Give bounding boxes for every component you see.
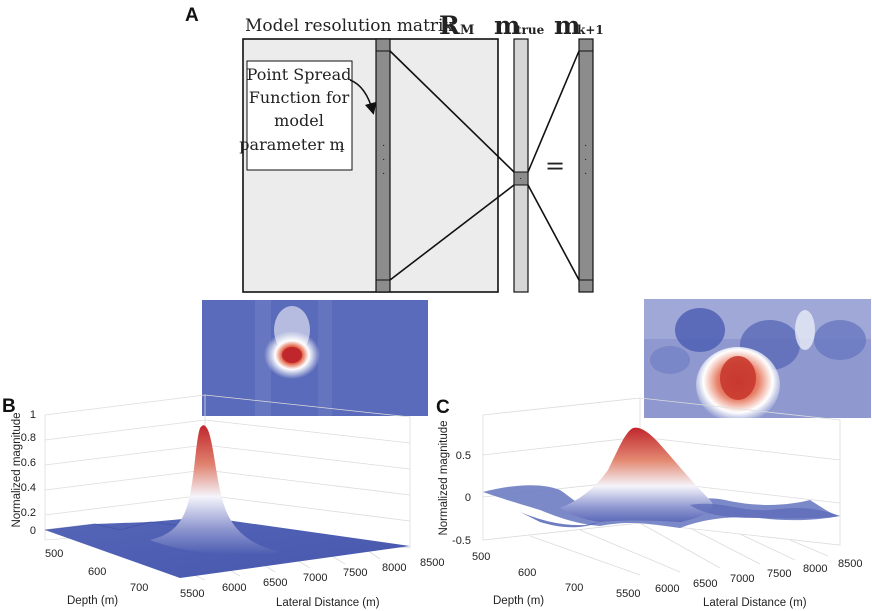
panel-a-letter: A <box>185 5 199 26</box>
rm-subscript: M <box>460 23 474 38</box>
panel-c-xlabel: Lateral Distance (m) <box>703 597 807 609</box>
svg-text:1: 1 <box>30 409 36 421</box>
svg-text:7000: 7000 <box>303 572 327 584</box>
svg-text:5500: 5500 <box>180 588 204 600</box>
svg-text:700: 700 <box>130 582 148 594</box>
psf-line-1: Point Spread <box>247 65 352 84</box>
panel-c-ylabel: Depth (m) <box>493 595 544 607</box>
svg-text:0.6: 0.6 <box>21 457 36 469</box>
psf-line-3: model <box>274 111 324 130</box>
svg-text:700: 700 <box>565 582 583 594</box>
rm-title-prefix: Model resolution matrix <box>245 16 453 36</box>
panel-c-inset-image <box>644 299 871 423</box>
projection-lines <box>389 50 580 281</box>
m-true-element <box>513 171 529 186</box>
psf-label-box <box>246 60 353 171</box>
panel-c: C <box>436 299 871 609</box>
svg-text:·: · <box>519 173 522 183</box>
svg-text:600: 600 <box>88 566 106 578</box>
panel-c-zlabel: Normalized magnitude <box>438 420 450 535</box>
panel-b-xlabel: Lateral Distance (m) <box>276 597 380 609</box>
svg-text:·: · <box>382 168 385 179</box>
m-true-vector <box>513 38 529 293</box>
panel-b-surface-peak <box>150 425 280 556</box>
svg-text:8000: 8000 <box>803 563 827 575</box>
svg-text:0: 0 <box>465 492 471 504</box>
rm-symbol: R <box>439 11 460 40</box>
m-true-subscript: true <box>516 23 545 37</box>
svg-text:6500: 6500 <box>263 577 287 589</box>
psf-line-2: Function for <box>249 88 350 107</box>
svg-text:7000: 7000 <box>730 573 754 585</box>
m-next-symbol: m <box>554 11 580 40</box>
svg-text:6000: 6000 <box>222 582 246 594</box>
svg-text:7500: 7500 <box>343 567 367 579</box>
panel-b-z-ticks: 1 0.8 0.6 0.4 0.2 0 <box>21 409 36 537</box>
svg-text:500: 500 <box>472 551 490 563</box>
psf-arrow <box>349 79 377 115</box>
svg-text:8000: 8000 <box>382 562 406 574</box>
svg-text:0: 0 <box>30 525 36 537</box>
matrix-column-i <box>375 38 391 293</box>
panel-b-letter: B <box>2 396 16 417</box>
panel-c-surface-peak <box>560 427 713 522</box>
psf-subscript: i <box>340 142 344 155</box>
svg-text:0.5: 0.5 <box>456 450 471 462</box>
m-next-subscript: k+1 <box>577 23 604 37</box>
panel-b-zlabel: Normalized magnitude <box>11 412 23 527</box>
m-next-vector <box>578 38 594 293</box>
svg-text:500: 500 <box>45 548 63 560</box>
panel-a: A Model resolution matrix R M m true m k… <box>185 5 604 293</box>
panel-c-lateral-ticks: 5500 6000 6500 7000 7500 8000 8500 <box>616 558 862 600</box>
svg-text:0.2: 0.2 <box>21 507 36 519</box>
svg-text:·: · <box>382 154 385 165</box>
svg-text:600: 600 <box>518 567 536 579</box>
svg-text:·: · <box>584 154 587 165</box>
equals-sign: = <box>545 152 565 180</box>
svg-text:6500: 6500 <box>693 578 717 590</box>
panel-c-letter: C <box>436 397 450 418</box>
m-true-symbol: m <box>494 11 520 40</box>
panel-b-ylabel: Depth (m) <box>67 595 118 607</box>
svg-text:0.8: 0.8 <box>21 432 36 444</box>
panel-b-depth-ticks: 500 600 700 <box>45 548 148 594</box>
svg-text:8500: 8500 <box>420 557 444 569</box>
panel-c-z-ticks: 0.5 0 -0.5 <box>452 450 471 547</box>
svg-text:6000: 6000 <box>655 583 679 595</box>
panel-c-depth-ticks: 500 600 700 <box>472 551 583 594</box>
svg-text:7500: 7500 <box>767 568 791 580</box>
svg-text:·: · <box>584 168 587 179</box>
svg-text:-0.5: -0.5 <box>452 535 471 547</box>
svg-text:5500: 5500 <box>616 588 640 600</box>
svg-text:0.4: 0.4 <box>21 482 36 494</box>
panel-b-lateral-ticks: 5500 6000 6500 7000 7500 8000 8500 <box>180 557 444 600</box>
column-dots: · <box>382 140 385 151</box>
panel-b-inset-image <box>202 300 428 416</box>
panel-b: B <box>2 300 444 609</box>
psf-line-4: parameter m <box>239 135 344 154</box>
svg-text:·: · <box>584 140 587 151</box>
svg-text:8500: 8500 <box>838 558 862 570</box>
